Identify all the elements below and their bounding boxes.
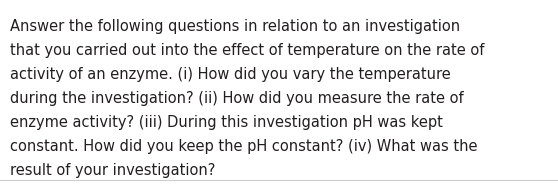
Text: that you carried out into the effect of temperature on the rate of: that you carried out into the effect of … <box>10 43 484 58</box>
Text: activity of an enzyme. (i) How did you vary the temperature: activity of an enzyme. (i) How did you v… <box>10 67 451 82</box>
Text: constant. How did you keep the pH constant? (iv) What was the: constant. How did you keep the pH consta… <box>10 139 478 154</box>
Text: Answer the following questions in relation to an investigation: Answer the following questions in relati… <box>10 19 460 34</box>
Text: during the investigation? (ii) How did you measure the rate of: during the investigation? (ii) How did y… <box>10 91 464 106</box>
Text: enzyme activity? (iii) During this investigation pH was kept: enzyme activity? (iii) During this inves… <box>10 115 443 130</box>
Text: result of your investigation?: result of your investigation? <box>10 163 215 178</box>
